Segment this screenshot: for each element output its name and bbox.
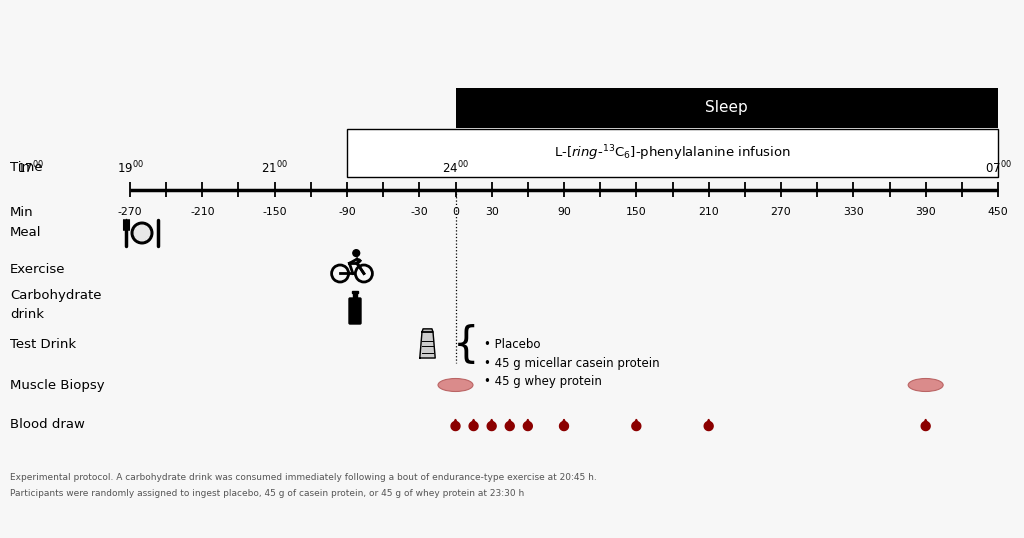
Text: drink: drink — [10, 308, 44, 322]
Text: 07$^{00}$: 07$^{00}$ — [984, 160, 1012, 176]
Text: Exercise: Exercise — [10, 264, 66, 277]
Polygon shape — [525, 419, 530, 426]
Text: Participants were randomly assigned to ingest placebo, 45 g of casein protein, o: Participants were randomly assigned to i… — [10, 489, 524, 498]
Polygon shape — [559, 422, 568, 430]
Polygon shape — [561, 419, 567, 426]
Text: L-[$\mathit{ring}$-$^{13}$C$_6$]-phenylalanine infusion: L-[$\mathit{ring}$-$^{13}$C$_6$]-phenyla… — [554, 143, 791, 163]
Text: Time: Time — [10, 161, 43, 174]
Polygon shape — [451, 422, 460, 430]
Text: 0: 0 — [452, 207, 459, 217]
Text: -90: -90 — [338, 207, 356, 217]
Text: 90: 90 — [557, 207, 571, 217]
Polygon shape — [469, 422, 478, 430]
Polygon shape — [633, 419, 639, 426]
Text: -150: -150 — [262, 207, 287, 217]
Polygon shape — [706, 419, 712, 426]
FancyBboxPatch shape — [352, 291, 357, 293]
Polygon shape — [487, 422, 497, 430]
Text: Test Drink: Test Drink — [10, 338, 76, 351]
FancyBboxPatch shape — [349, 298, 361, 324]
Text: {: { — [453, 324, 479, 366]
Text: 270: 270 — [771, 207, 792, 217]
Polygon shape — [422, 329, 433, 332]
FancyBboxPatch shape — [352, 293, 357, 299]
Polygon shape — [922, 422, 930, 430]
Text: 21$^{00}$: 21$^{00}$ — [261, 160, 288, 176]
Text: 17$^{00}$: 17$^{00}$ — [16, 160, 43, 176]
Polygon shape — [507, 419, 513, 426]
Text: Experimental protocol. A carbohydrate drink was consumed immediately following a: Experimental protocol. A carbohydrate dr… — [10, 473, 597, 482]
Circle shape — [131, 222, 153, 244]
Text: • 45 g whey protein: • 45 g whey protein — [484, 376, 602, 388]
Polygon shape — [923, 419, 929, 426]
Polygon shape — [705, 422, 713, 430]
Text: 24$^{00}$: 24$^{00}$ — [442, 160, 469, 176]
Text: Muscle Biopsy: Muscle Biopsy — [10, 379, 104, 392]
Ellipse shape — [438, 379, 473, 392]
Polygon shape — [471, 419, 476, 426]
FancyBboxPatch shape — [347, 129, 998, 177]
Polygon shape — [632, 422, 641, 430]
Ellipse shape — [908, 379, 943, 392]
Polygon shape — [488, 419, 495, 426]
Polygon shape — [505, 422, 514, 430]
Text: Blood draw: Blood draw — [10, 419, 85, 431]
Text: 150: 150 — [626, 207, 647, 217]
Text: 330: 330 — [843, 207, 863, 217]
Text: -210: -210 — [190, 207, 215, 217]
Text: Meal: Meal — [10, 226, 42, 239]
Text: Carbohydrate: Carbohydrate — [10, 288, 101, 301]
Text: -270: -270 — [118, 207, 142, 217]
Polygon shape — [453, 419, 459, 426]
Polygon shape — [523, 422, 532, 430]
Circle shape — [134, 225, 150, 241]
Polygon shape — [420, 332, 435, 358]
Text: • Placebo: • Placebo — [484, 338, 541, 351]
Text: • 45 g micellar casein protein: • 45 g micellar casein protein — [484, 357, 660, 370]
Text: Sleep: Sleep — [706, 101, 749, 116]
Text: 210: 210 — [698, 207, 719, 217]
Circle shape — [353, 250, 359, 257]
Text: 390: 390 — [915, 207, 936, 217]
Text: 450: 450 — [987, 207, 1009, 217]
Text: Min: Min — [10, 206, 34, 218]
Text: 30: 30 — [484, 207, 499, 217]
FancyBboxPatch shape — [456, 88, 998, 128]
Text: -30: -30 — [411, 207, 428, 217]
Text: 19$^{00}$: 19$^{00}$ — [117, 160, 143, 176]
